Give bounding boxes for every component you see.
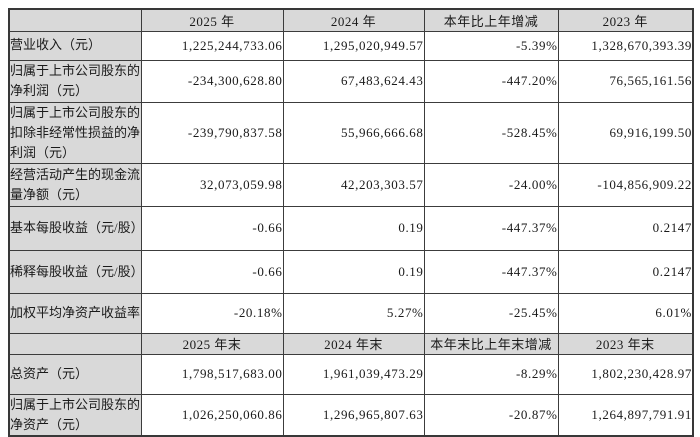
cell-value: -20.18%: [140, 292, 284, 334]
cell-value: 55,966,666.68: [282, 101, 425, 164]
table-row-diluted-eps: 稀释每股收益（元/股） -0.66 0.19 -447.37% 0.2147: [8, 249, 694, 294]
cell-value: 1,264,897,791.91: [557, 393, 694, 437]
cell-value: -25.45%: [423, 292, 559, 334]
table-row-operating-cash-flow: 经营活动产生的现金流量净额（元） 32,073,059.98 42,203,30…: [8, 162, 694, 207]
cell-value: 76,565,161.56: [557, 59, 694, 103]
cell-value: 32,073,059.98: [140, 162, 284, 207]
row-label: 加权平均净资产收益率: [8, 292, 142, 334]
cell-value: -528.45%: [423, 101, 559, 164]
row-label: 营业收入（元）: [8, 30, 142, 61]
header-corner-cell: [8, 8, 142, 32]
header-row-annual: 2025 年 2024 年 本年比上年增减 2023 年: [8, 8, 694, 32]
table-row-net-profit-excl-nonrecurring: 归属于上市公司股东的扣除非经常性损益的净利润（元） -239,790,837.5…: [8, 101, 694, 164]
cell-value: 1,225,244,733.06: [140, 30, 284, 61]
cell-value: -5.39%: [423, 30, 559, 61]
row-label: 归属于上市公司股东的净资产（元）: [8, 393, 142, 437]
column-header-2023: 2023 年: [557, 8, 694, 32]
header-row-end-of-year: 2025 年末 2024 年末 本年末比上年末增减 2023 年末: [8, 332, 694, 355]
cell-value: 5.27%: [282, 292, 425, 334]
cell-value: 1,295,020,949.57: [282, 30, 425, 61]
cell-value: -447.20%: [423, 59, 559, 103]
column-header-2024-eoy: 2024 年末: [282, 332, 425, 355]
column-header-2023-eoy: 2023 年末: [557, 332, 694, 355]
cell-value: 1,798,517,683.00: [140, 353, 284, 395]
column-header-yoy-change: 本年比上年增减: [423, 8, 559, 32]
cell-value: -104,856,909.22: [557, 162, 694, 207]
row-label: 经营活动产生的现金流量净额（元）: [8, 162, 142, 207]
cell-value: 69,916,199.50: [557, 101, 694, 164]
row-label: 基本每股收益（元/股）: [8, 205, 142, 251]
cell-value: 0.2147: [557, 249, 694, 294]
cell-value: -447.37%: [423, 249, 559, 294]
financial-summary-table: 2025 年 2024 年 本年比上年增减 2023 年 营业收入（元） 1,2…: [8, 8, 694, 437]
column-header-2024: 2024 年: [282, 8, 425, 32]
cell-value: -24.00%: [423, 162, 559, 207]
row-label: 归属于上市公司股东的净利润（元）: [8, 59, 142, 103]
column-header-eoy-change: 本年末比上年末增减: [423, 332, 559, 355]
cell-value: 1,328,670,393.39: [557, 30, 694, 61]
table-row-revenue: 营业收入（元） 1,225,244,733.06 1,295,020,949.5…: [8, 30, 694, 61]
column-header-2025: 2025 年: [140, 8, 284, 32]
cell-value: 0.2147: [557, 205, 694, 251]
cell-value: 6.01%: [557, 292, 694, 334]
cell-value: 67,483,624.43: [282, 59, 425, 103]
table-row-net-profit: 归属于上市公司股东的净利润（元） -234,300,628.80 67,483,…: [8, 59, 694, 103]
cell-value: -447.37%: [423, 205, 559, 251]
cell-value: -8.29%: [423, 353, 559, 395]
cell-value: 1,802,230,428.97: [557, 353, 694, 395]
cell-value: 0.19: [282, 249, 425, 294]
table-row-basic-eps: 基本每股收益（元/股） -0.66 0.19 -447.37% 0.2147: [8, 205, 694, 251]
table-row-net-assets: 归属于上市公司股东的净资产（元） 1,026,250,060.86 1,296,…: [8, 393, 694, 437]
row-label: 归属于上市公司股东的扣除非经常性损益的净利润（元）: [8, 101, 142, 164]
cell-value: 42,203,303.57: [282, 162, 425, 207]
cell-value: -234,300,628.80: [140, 59, 284, 103]
cell-value: -0.66: [140, 205, 284, 251]
cell-value: -239,790,837.58: [140, 101, 284, 164]
row-label: 总资产（元）: [8, 353, 142, 395]
cell-value: 1,026,250,060.86: [140, 393, 284, 437]
row-label: 稀释每股收益（元/股）: [8, 249, 142, 294]
cell-value: 0.19: [282, 205, 425, 251]
cell-value: 1,296,965,807.63: [282, 393, 425, 437]
column-header-2025-eoy: 2025 年末: [140, 332, 284, 355]
cell-value: 1,961,039,473.29: [282, 353, 425, 395]
cell-value: -20.87%: [423, 393, 559, 437]
table-row-total-assets: 总资产（元） 1,798,517,683.00 1,961,039,473.29…: [8, 353, 694, 395]
cell-value: -0.66: [140, 249, 284, 294]
table-row-weighted-avg-roe: 加权平均净资产收益率 -20.18% 5.27% -25.45% 6.01%: [8, 292, 694, 334]
header-corner-cell: [8, 332, 142, 355]
